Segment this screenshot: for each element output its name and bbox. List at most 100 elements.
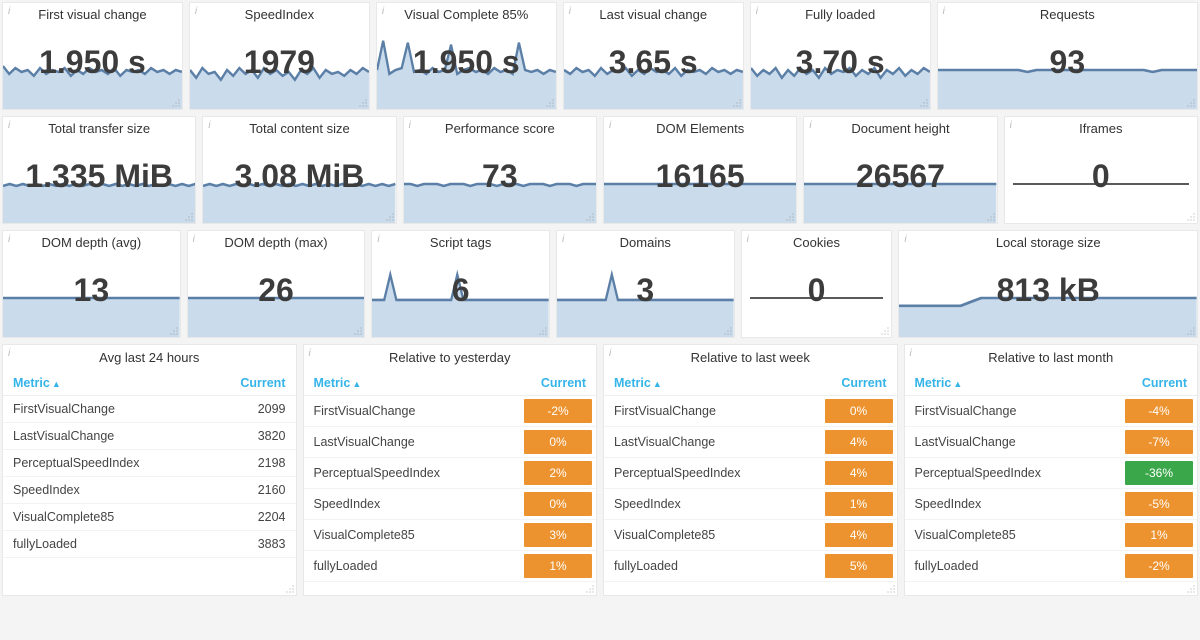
info-icon[interactable]: i [904, 234, 906, 245]
table-row[interactable]: fullyLoaded 5% [604, 551, 897, 582]
table-row[interactable]: fullyLoaded -2% [905, 551, 1198, 582]
resize-grip-icon[interactable] [537, 325, 547, 335]
metric-panel[interactable]: i SpeedIndex 1979 [189, 2, 370, 110]
info-icon[interactable]: i [747, 234, 749, 245]
table-row[interactable]: VisualComplete85 2204 [3, 504, 296, 531]
metric-panel[interactable]: i DOM Elements 16165 [603, 116, 797, 224]
metric-panel[interactable]: i Fully loaded 3.70 s [750, 2, 931, 110]
info-icon[interactable]: i [943, 6, 945, 17]
resize-grip-icon[interactable] [1185, 583, 1195, 593]
table-row[interactable]: LastVisualChange -7% [905, 427, 1198, 458]
info-icon[interactable]: i [8, 6, 10, 17]
info-icon[interactable]: i [8, 120, 10, 131]
table-row[interactable]: PerceptualSpeedIndex 2% [304, 458, 597, 489]
metric-panel[interactable]: i First visual change 1.950 s [2, 2, 183, 110]
table-row[interactable]: FirstVisualChange -2% [304, 396, 597, 427]
info-icon[interactable]: i [569, 6, 571, 17]
col-current[interactable]: Current [1115, 371, 1197, 396]
table-row[interactable]: LastVisualChange 3820 [3, 423, 296, 450]
metric-panel[interactable]: i Total transfer size 1.335 MiB [2, 116, 196, 224]
info-icon[interactable]: i [208, 120, 210, 131]
table-row[interactable]: PerceptualSpeedIndex -36% [905, 458, 1198, 489]
metric-panel[interactable]: i Last visual change 3.65 s [563, 2, 744, 110]
resize-grip-icon[interactable] [731, 97, 741, 107]
col-metric[interactable]: Metric▲ [3, 371, 214, 396]
metric-panel[interactable]: i Visual Complete 85% 1.950 s [376, 2, 557, 110]
info-icon[interactable]: i [195, 6, 197, 17]
col-current[interactable]: Current [815, 371, 897, 396]
resize-grip-icon[interactable] [584, 211, 594, 221]
metric-panel[interactable]: i Document height 26567 [803, 116, 997, 224]
resize-grip-icon[interactable] [544, 97, 554, 107]
table-row[interactable]: SpeedIndex -5% [905, 489, 1198, 520]
resize-grip-icon[interactable] [352, 325, 362, 335]
info-icon[interactable]: i [377, 234, 379, 245]
metric-panel[interactable]: i Cookies 0 [741, 230, 893, 338]
table-row[interactable]: fullyLoaded 3883 [3, 531, 296, 558]
metric-panel[interactable]: i Domains 3 [556, 230, 735, 338]
info-icon[interactable]: i [409, 120, 411, 131]
info-icon[interactable]: i [382, 6, 384, 17]
info-icon[interactable]: i [562, 234, 564, 245]
resize-grip-icon[interactable] [1185, 325, 1195, 335]
info-icon[interactable]: i [756, 6, 758, 17]
resize-grip-icon[interactable] [384, 211, 394, 221]
table-row[interactable]: FirstVisualChange 2099 [3, 396, 296, 423]
table-row[interactable]: SpeedIndex 1% [604, 489, 897, 520]
col-metric[interactable]: Metric▲ [304, 371, 515, 396]
metric-panel[interactable]: i DOM depth (avg) 13 [2, 230, 181, 338]
resize-grip-icon[interactable] [784, 211, 794, 221]
resize-grip-icon[interactable] [170, 97, 180, 107]
metric-panel[interactable]: i Script tags 6 [371, 230, 550, 338]
metric-panel[interactable]: i Total content size 3.08 MiB [202, 116, 396, 224]
info-icon[interactable]: i [309, 348, 311, 359]
info-icon[interactable]: i [809, 120, 811, 131]
metric-value: 1979 [190, 3, 369, 109]
resize-grip-icon[interactable] [284, 583, 294, 593]
metric-panel[interactable]: i Iframes 0 [1004, 116, 1198, 224]
resize-grip-icon[interactable] [1185, 211, 1195, 221]
info-icon[interactable]: i [910, 348, 912, 359]
table-row[interactable]: fullyLoaded 1% [304, 551, 597, 582]
table-row[interactable]: PerceptualSpeedIndex 4% [604, 458, 897, 489]
table-row[interactable]: SpeedIndex 2160 [3, 477, 296, 504]
col-current[interactable]: Current [214, 371, 296, 396]
table-row[interactable]: FirstVisualChange 0% [604, 396, 897, 427]
metric-current: 3883 [214, 531, 296, 558]
table-row[interactable]: VisualComplete85 4% [604, 520, 897, 551]
table-row[interactable]: VisualComplete85 3% [304, 520, 597, 551]
info-icon[interactable]: i [193, 234, 195, 245]
info-icon[interactable]: i [1010, 120, 1012, 131]
resize-grip-icon[interactable] [918, 97, 928, 107]
table-row[interactable]: FirstVisualChange -4% [905, 396, 1198, 427]
info-icon[interactable]: i [609, 348, 611, 359]
table-row[interactable]: LastVisualChange 4% [604, 427, 897, 458]
resize-grip-icon[interactable] [885, 583, 895, 593]
resize-grip-icon[interactable] [722, 325, 732, 335]
table-row[interactable]: PerceptualSpeedIndex 2198 [3, 450, 296, 477]
resize-grip-icon[interactable] [985, 211, 995, 221]
table-row[interactable]: VisualComplete85 1% [905, 520, 1198, 551]
resize-grip-icon[interactable] [168, 325, 178, 335]
col-metric[interactable]: Metric▲ [604, 371, 815, 396]
resize-grip-icon[interactable] [183, 211, 193, 221]
resize-grip-icon[interactable] [1185, 97, 1195, 107]
table-row[interactable]: LastVisualChange 0% [304, 427, 597, 458]
metric-name: FirstVisualChange [604, 396, 815, 427]
metric-panel[interactable]: i Local storage size 813 kB [898, 230, 1198, 338]
metric-name: fullyLoaded [3, 531, 214, 558]
resize-grip-icon[interactable] [357, 97, 367, 107]
resize-grip-icon[interactable] [879, 325, 889, 335]
metric-panel[interactable]: i Requests 93 [937, 2, 1198, 110]
info-icon[interactable]: i [8, 348, 10, 359]
metric-panel[interactable]: i DOM depth (max) 26 [187, 230, 366, 338]
metric-value: 0 [1005, 117, 1197, 223]
resize-grip-icon[interactable] [584, 583, 594, 593]
col-current[interactable]: Current [514, 371, 596, 396]
table-row[interactable]: SpeedIndex 0% [304, 489, 597, 520]
info-icon[interactable]: i [8, 234, 10, 245]
metric-panel[interactable]: i Performance score 73 [403, 116, 597, 224]
table-panel: i Relative to last week Metric▲ Current … [603, 344, 898, 596]
info-icon[interactable]: i [609, 120, 611, 131]
col-metric[interactable]: Metric▲ [905, 371, 1116, 396]
